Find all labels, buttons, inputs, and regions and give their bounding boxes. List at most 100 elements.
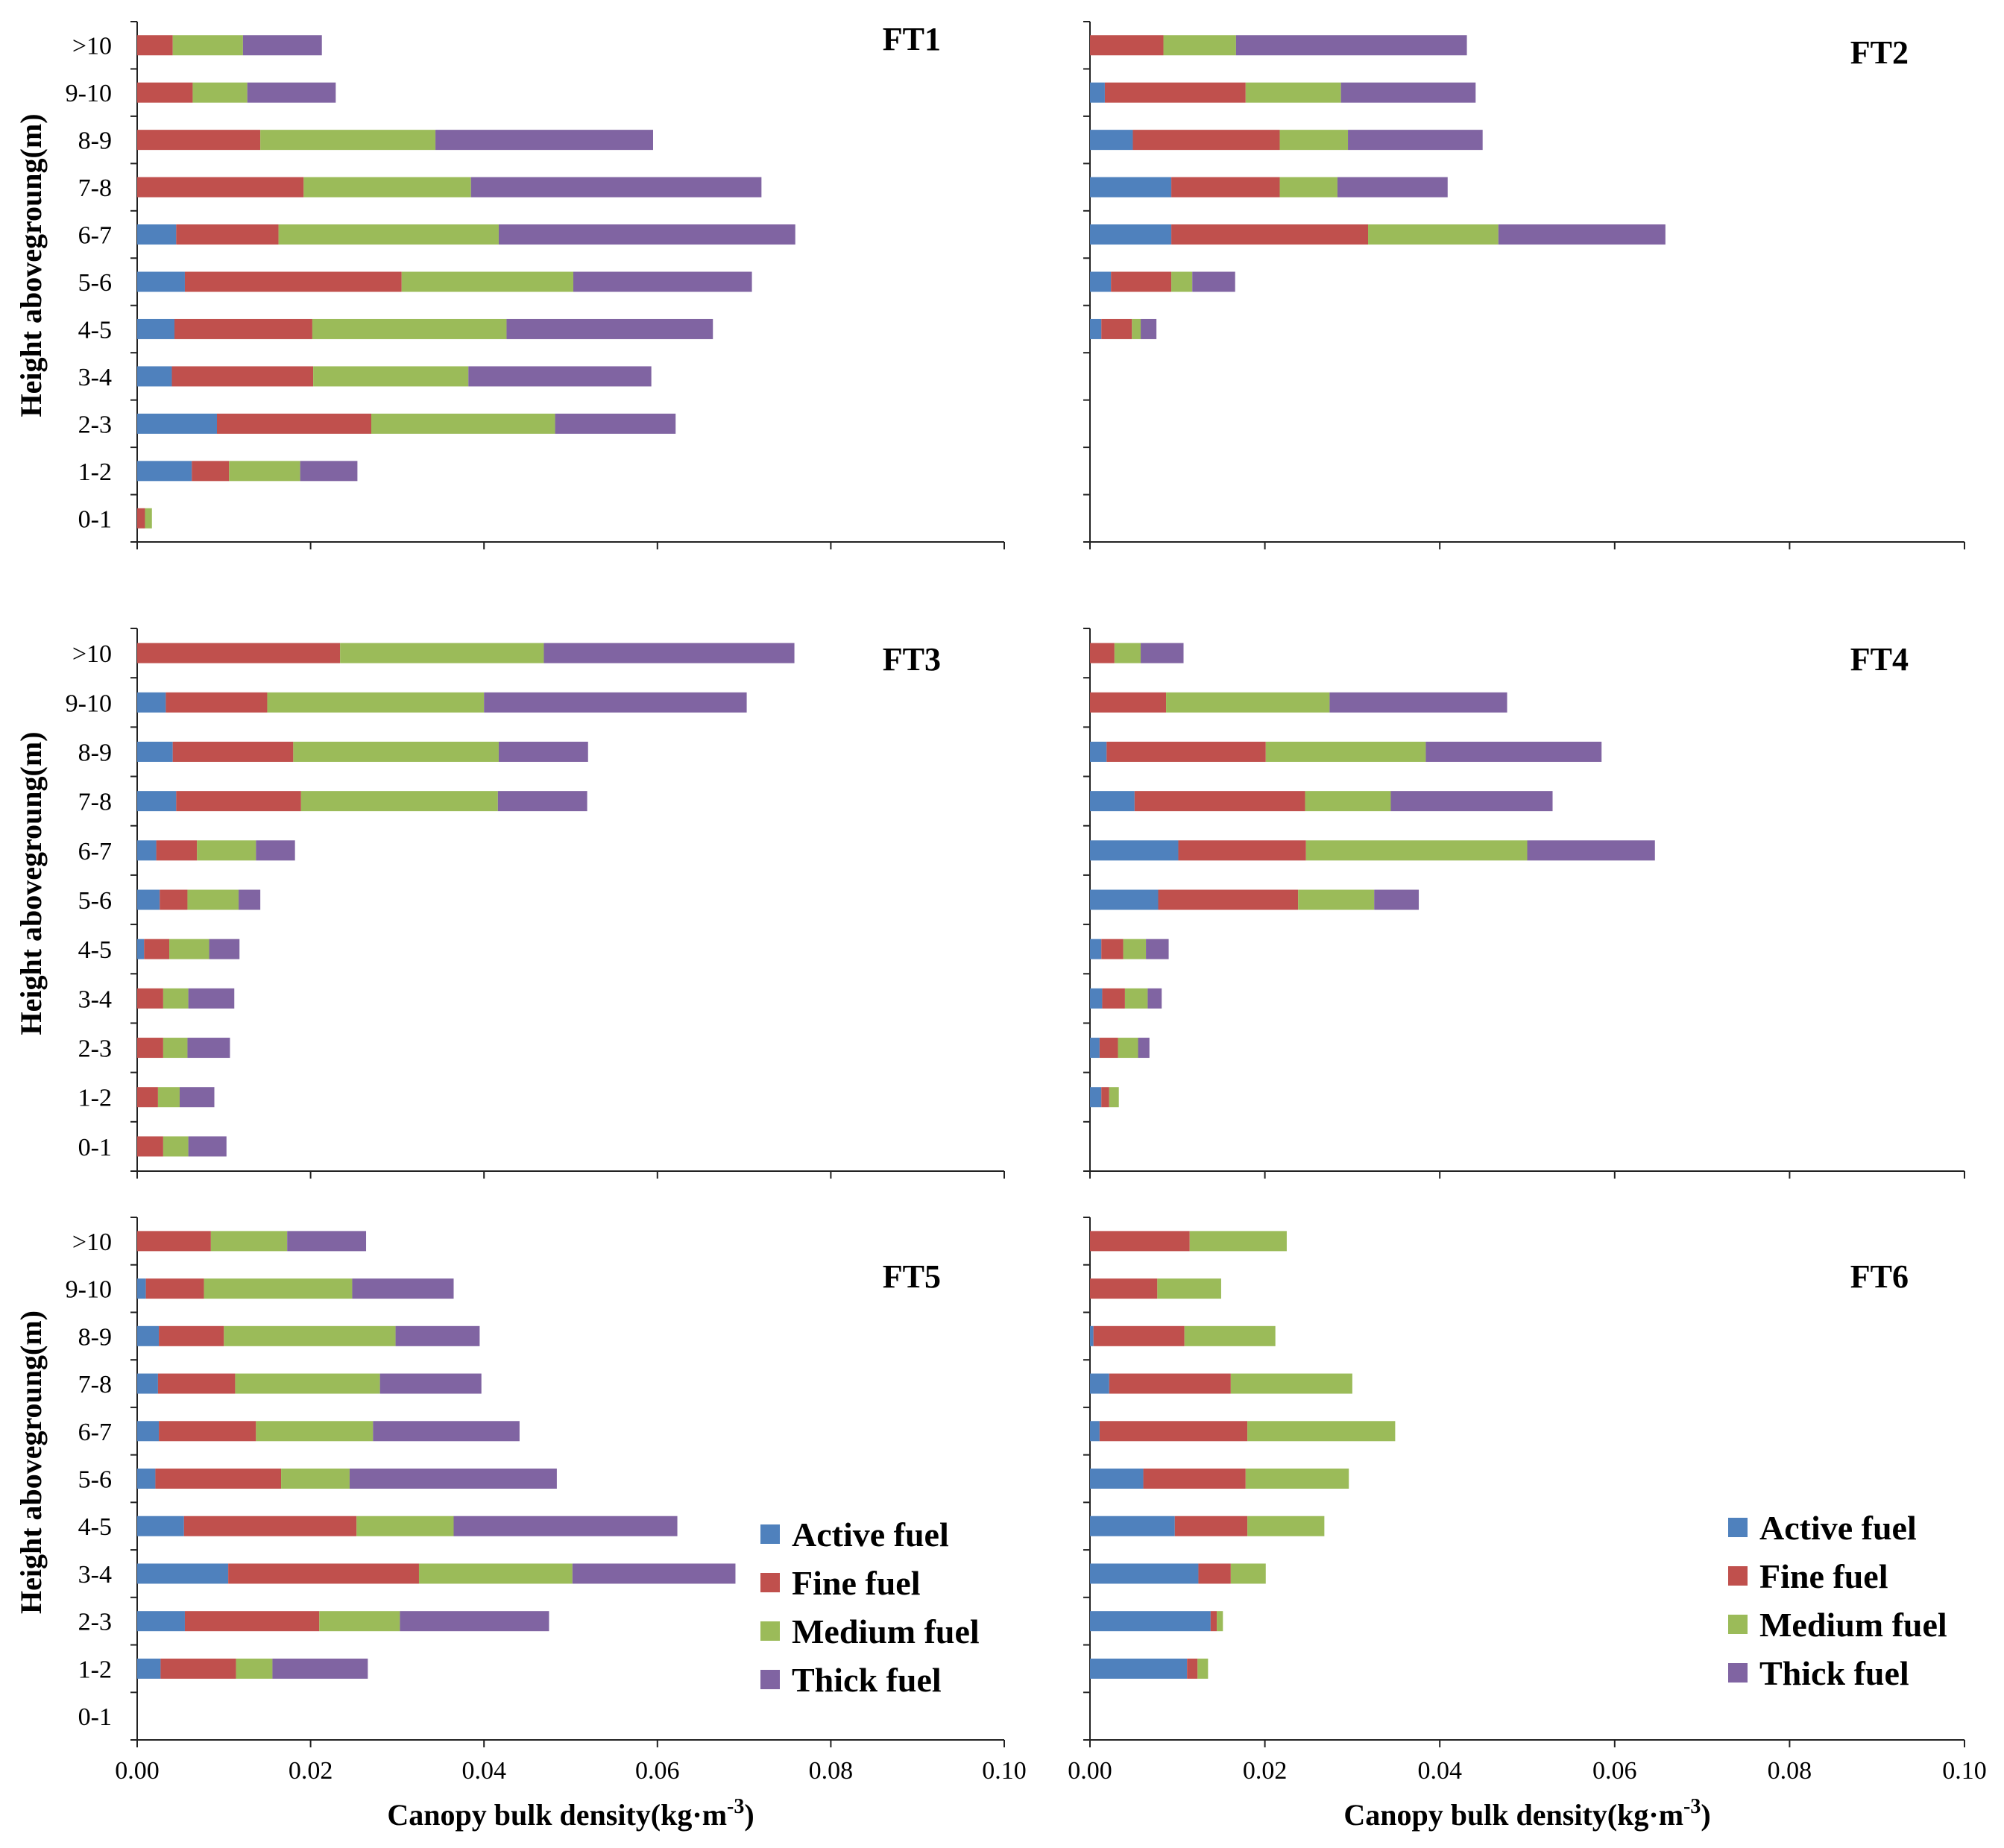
bar-ft3-thick-fuel-2-3	[187, 1038, 230, 1059]
x-tick-label: 0.02	[289, 1757, 333, 1785]
bar-ft1-fine-fuel-2-3	[216, 413, 372, 434]
category-label: 0-1	[78, 505, 112, 533]
bar-ft4-fine-fuel-9-10	[1090, 692, 1167, 713]
bar-ft2-fine-fuel-8-9	[1132, 130, 1280, 151]
x-axis-title-sup: -3	[727, 1795, 744, 1818]
bar-ft2-thick-fuel-9-10	[1340, 82, 1476, 103]
bar-ft4-fine-fuel-6-7	[1178, 840, 1306, 861]
bar-ft3-active-fuel-7-8	[137, 791, 177, 812]
bar-ft3-medium-fuel-2-3	[163, 1038, 188, 1059]
bar-ft6-medium-fuel-4-5	[1247, 1516, 1325, 1536]
bar-ft5-active-fuel-5-6	[137, 1469, 156, 1489]
bar-ft5-fine-fuel-2-3	[184, 1611, 320, 1632]
bar-ft6-medium-fuel->10	[1189, 1231, 1287, 1252]
bar-ft3-active-fuel-5-6	[137, 889, 160, 910]
category-label: 9-10	[66, 80, 112, 107]
bar-ft4-active-fuel-6-7	[1090, 840, 1179, 861]
bar-ft2-active-fuel-8-9	[1090, 130, 1133, 151]
bar-ft1-medium-fuel-6-7	[278, 224, 499, 245]
bar-ft4-thick-fuel-3-4	[1147, 988, 1162, 1009]
labels-layer: Height abovegroung(m) Height abovegroung(…	[14, 113, 1987, 1832]
bar-ft5-medium-fuel-8-9	[224, 1325, 396, 1346]
bar-ft5-medium-fuel->10	[210, 1231, 288, 1252]
bar-ft1-active-fuel-5-6	[137, 271, 185, 292]
bar-ft4-medium-fuel->10	[1114, 643, 1141, 663]
x-tick-label: 0.00	[115, 1757, 160, 1785]
bar-ft2-fine-fuel-4-5	[1101, 318, 1132, 339]
bar-ft2-active-fuel-6-7	[1090, 224, 1172, 245]
x-tick-label: 0.06	[1592, 1757, 1637, 1785]
bar-ft2-medium-fuel-9-10	[1245, 82, 1341, 103]
y-axis-title: Height abovegroung(m)	[14, 731, 48, 1035]
panel-ft6: FT6	[1083, 1217, 1965, 1747]
bar-ft3-thick-fuel-8-9	[498, 741, 588, 762]
bar-ft5-thick-fuel-3-4	[572, 1563, 736, 1584]
bar-ft1-thick-fuel-6-7	[498, 224, 795, 245]
bar-ft3-fine-fuel-1-2	[137, 1087, 158, 1108]
bar-ft1-thick-fuel-5-6	[573, 271, 752, 292]
bar-ft2-thick-fuel-6-7	[1498, 224, 1666, 245]
bar-ft4-thick-fuel-9-10	[1329, 692, 1507, 713]
bar-ft4-active-fuel-4-5	[1090, 939, 1102, 959]
bar-ft6-active-fuel-7-8	[1090, 1373, 1109, 1394]
category-label: 5-6	[78, 887, 112, 915]
bar-ft6-medium-fuel-3-4	[1230, 1563, 1266, 1584]
bar-ft2-medium-fuel-5-6	[1171, 271, 1193, 292]
bar-ft3-fine-fuel-9-10	[166, 692, 268, 713]
legend-swatch	[1728, 1615, 1748, 1634]
bar-ft1-thick-fuel-4-5	[506, 318, 713, 339]
bar-ft1-fine-fuel-0-1	[137, 508, 145, 529]
category-label: 6-7	[78, 838, 112, 865]
bar-ft5-fine-fuel-6-7	[159, 1421, 256, 1442]
category-label: 7-8	[78, 174, 112, 202]
bar-ft5-medium-fuel-6-7	[256, 1421, 374, 1442]
category-label: 2-3	[78, 411, 112, 438]
bar-ft5-active-fuel-7-8	[137, 1373, 158, 1394]
category-label: 7-8	[78, 1371, 112, 1398]
category-label: 9-10	[66, 1276, 112, 1304]
bar-ft2-medium-fuel-7-8	[1279, 177, 1337, 198]
bar-ft1-thick-fuel->10	[242, 35, 322, 56]
bar-ft3-fine-fuel->10	[137, 643, 341, 663]
category-label: 1-2	[78, 458, 112, 486]
bar-ft1-active-fuel-1-2	[137, 461, 192, 482]
legend-label: Active fuel	[1759, 1509, 1917, 1547]
bar-ft5-thick-fuel-1-2	[272, 1658, 368, 1679]
bar-ft3-active-fuel-9-10	[137, 692, 166, 713]
bar-ft5-medium-fuel-2-3	[319, 1611, 400, 1632]
category-label: 2-3	[78, 1609, 112, 1636]
category-label: 3-4	[78, 986, 112, 1013]
bar-ft6-fine-fuel-4-5	[1174, 1516, 1248, 1536]
bar-ft3-fine-fuel-0-1	[137, 1136, 163, 1157]
category-label: >10	[72, 33, 112, 60]
bar-ft4-thick-fuel-5-6	[1374, 889, 1420, 910]
bar-ft4-fine-fuel-5-6	[1158, 889, 1299, 910]
bar-ft6-medium-fuel-8-9	[1184, 1325, 1276, 1346]
bar-ft3-medium-fuel-7-8	[300, 791, 498, 812]
bar-ft3-medium-fuel-5-6	[187, 889, 239, 910]
bar-ft1-fine-fuel->10	[137, 35, 173, 56]
bar-ft3-medium-fuel-0-1	[163, 1136, 189, 1157]
bar-ft6-fine-fuel-1-2	[1187, 1658, 1198, 1679]
bar-ft2-active-fuel-5-6	[1090, 271, 1112, 292]
bar-ft6-active-fuel-4-5	[1090, 1516, 1175, 1536]
legend-swatch	[760, 1621, 780, 1641]
bar-ft3-medium-fuel-9-10	[267, 692, 485, 713]
bar-ft5-thick-fuel-6-7	[373, 1421, 520, 1442]
bar-ft2-fine-fuel->10	[1090, 35, 1164, 56]
x-tick-label: 0.04	[1417, 1757, 1462, 1785]
bar-ft3-medium-fuel-8-9	[293, 741, 499, 762]
bar-ft1-thick-fuel-7-8	[470, 177, 762, 198]
x-tick-label: 0.00	[1068, 1757, 1112, 1785]
bar-ft1-medium-fuel-5-6	[401, 271, 573, 292]
legend-ft5: Active fuel Fine fuel Medium fuel Thick fue…	[760, 1516, 980, 1699]
bar-ft3-medium-fuel-4-5	[169, 939, 209, 959]
bar-ft4-fine-fuel-3-4	[1102, 988, 1125, 1009]
bar-ft1-thick-fuel-3-4	[468, 366, 652, 387]
bar-ft4-thick-fuel-7-8	[1390, 791, 1553, 812]
panel-ft1: 0-1 1-2 2-3 3-4 4-5 5-6 6-7 7-8 8-9 9-10 >10 FT1	[66, 21, 1005, 549]
x-axis-title: Canopy bulk density(kg·m-3)	[1343, 1795, 1710, 1832]
bar-ft6-active-fuel-8-9	[1090, 1325, 1094, 1346]
bar-ft1-medium-fuel-1-2	[229, 461, 300, 482]
